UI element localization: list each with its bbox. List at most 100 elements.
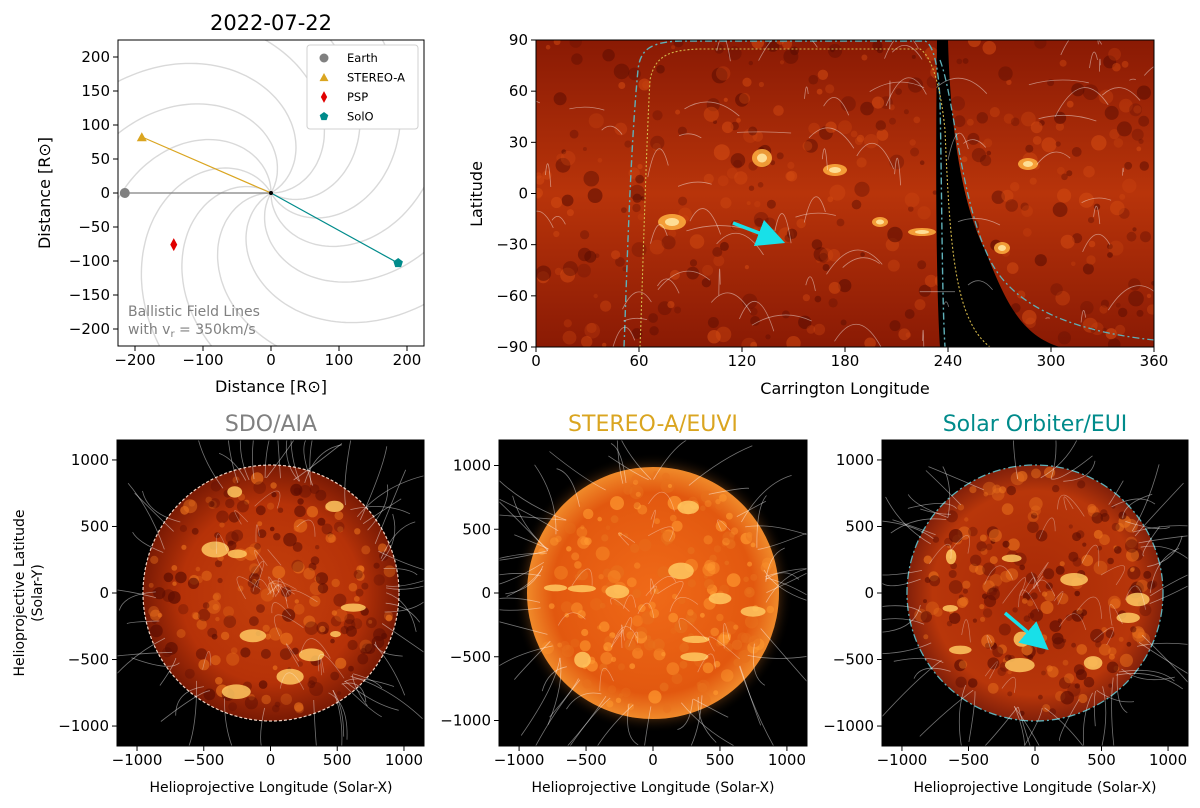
disk3-ytick-label: 0 [481, 584, 491, 602]
disk-title-solo: Solar Orbiter/EUI [943, 412, 1128, 437]
parker-spiral-lines [118, 40, 424, 346]
orbit-xtick-label: 0 [266, 351, 276, 369]
orbit-ytick-label: 200 [81, 48, 110, 66]
coronal-hole [936, 40, 1060, 347]
disk4-ytick-label: −1000 [823, 717, 874, 735]
disk-x-label-stereo: Helioprojective Longitude (Solar-X) [531, 780, 774, 796]
disk2-ytick-label: −500 [68, 651, 109, 669]
orbit-ytick-label: −150 [69, 286, 110, 304]
disk4-ytick-label: −500 [833, 651, 874, 669]
orbit-title: 2022-07-22 [210, 11, 332, 35]
sun-marker [269, 191, 273, 195]
synoptic-xtick-label: 300 [1037, 352, 1066, 370]
disk3-xtick-label: 1000 [768, 751, 806, 769]
disk-x-label-sdo: Helioprojective Longitude (Solar-X) [149, 780, 392, 796]
disk4-ytick-label: 0 [864, 584, 874, 602]
legend-stereo-a-label: STEREO-A [347, 71, 405, 85]
orbit-xtick-label: 100 [325, 351, 354, 369]
legend-solo-marker [319, 112, 329, 121]
parker-spiral [118, 138, 272, 201]
disk3-xtick-label: −500 [565, 751, 606, 769]
orbit-ytick-label: 150 [81, 82, 110, 100]
disk2-xtick-label: 500 [323, 751, 352, 769]
disk3-ytick-label: 500 [462, 520, 491, 538]
legend-earth-label: Earth [347, 51, 378, 65]
disk4-xtick-label: 1000 [1149, 751, 1187, 769]
psp-marker [170, 238, 178, 252]
orbit-xtick-label: −100 [182, 351, 223, 369]
synoptic-ytick-label: −60 [496, 287, 528, 305]
solo-sun-line [270, 192, 399, 264]
synoptic-xtick-label: 360 [1140, 352, 1169, 370]
disk3-xtick-label: 500 [706, 751, 735, 769]
legend-earth-marker [319, 53, 329, 63]
synoptic-arrow [732, 219, 786, 247]
parker-spiral [245, 192, 424, 324]
synoptic-ytick-label: 0 [518, 185, 528, 203]
orbit-legend: Earth STEREO-A PSP SolO [306, 44, 419, 130]
synoptic-ytick-label: −30 [496, 236, 528, 254]
synoptic-xtick-label: 0 [531, 352, 541, 370]
disk4-ytick-label: 500 [845, 517, 874, 535]
parker-spiral [270, 40, 402, 219]
orbit-xtick-label: −200 [114, 351, 155, 369]
disk2-xtick-label: −1000 [112, 751, 163, 769]
disk3-ytick-label: −500 [450, 648, 491, 666]
synoptic-map-image [536, 40, 1154, 347]
orbit-ytick-label: 50 [91, 150, 110, 168]
disk3-xtick-label: 0 [648, 751, 658, 769]
parker-spiral [181, 185, 272, 346]
disk-title-sdo: SDO/AIA [225, 412, 317, 437]
parker-spiral [118, 103, 279, 194]
disk2-xtick-label: −500 [183, 751, 224, 769]
disk3-ytick-label: −1000 [440, 712, 491, 730]
disk2-ytick-label: 500 [80, 517, 109, 535]
disk4-xtick-label: −500 [948, 751, 989, 769]
disk4-xtick-label: −1000 [877, 751, 928, 769]
orbit-panel: −200 −100 0 100 200 −200 −150 −100 −50 0 50 100 150 2… [35, 11, 425, 396]
synoptic-xtick-label: 180 [831, 352, 860, 370]
spacecraft-markers [119, 132, 403, 268]
stereo-a-marker [136, 132, 147, 142]
synoptic-ytick-label: 30 [509, 133, 528, 151]
disk-y-label-line2: (Solar-Y) [30, 564, 46, 622]
orbit-annotation-line1: Ballistic Field Lines [128, 304, 260, 320]
synoptic-xtick-label: 120 [728, 352, 757, 370]
disk-title-stereo: STEREO-A/EUVI [568, 412, 738, 437]
orbit-xtick-label: 200 [393, 351, 422, 369]
disk-y-label-line1: Helioprojective Latitude [12, 510, 28, 677]
orbit-ytick-label: −100 [69, 252, 110, 270]
stereo-a-sun-line [141, 136, 272, 194]
disk2-ytick-label: 1000 [71, 451, 109, 469]
orbit-ytick-label: 0 [100, 184, 110, 202]
disk3-ytick-label: 1000 [453, 457, 491, 475]
disk4-xtick-label: 0 [1030, 751, 1040, 769]
orbit-ticks: −200 −100 0 100 200 −200 −150 −100 −50 0 50 100 150 2… [69, 48, 422, 369]
synoptic-y-label: Latitude [467, 161, 486, 227]
disk2-ytick-label: 0 [99, 584, 109, 602]
parker-spiral [118, 62, 297, 194]
synoptic-ytick-label: −90 [496, 338, 528, 356]
orbit-ytick-label: 100 [81, 116, 110, 134]
parker-spiral [140, 167, 272, 346]
solo-arrow [1003, 611, 1049, 651]
disk2-xtick-label: 1000 [385, 751, 423, 769]
synoptic-x-label: Carrington Longitude [760, 379, 929, 398]
legend-psp-label: PSP [347, 90, 368, 104]
legend-psp-marker [320, 91, 328, 103]
synoptic-ytick-label: 90 [509, 31, 528, 49]
disk2-ytick-label: −1000 [58, 717, 109, 735]
disk-panel-sdo: −1000 −500 0 500 1000 −1000 −500 0 500 1000 SDO/A… [12, 412, 425, 796]
orbit-ytick-label: −50 [78, 218, 110, 236]
orbit-ytick-label: −200 [69, 320, 110, 338]
synoptic-panel: 0 60 120 180 240 300 360 −90 −60 −30 0 30 60 90 Carri… [467, 31, 1169, 398]
disk4-xtick-label: 500 [1087, 751, 1116, 769]
legend-stereo-a-marker [319, 73, 329, 82]
stereo-euvi-image [499, 440, 807, 746]
legend-solo-label: SolO [347, 110, 374, 124]
solo-marker [393, 258, 403, 268]
disk2-xtick-label: 0 [266, 751, 276, 769]
synoptic-xtick-label: 60 [629, 352, 648, 370]
earth-marker [119, 188, 130, 198]
